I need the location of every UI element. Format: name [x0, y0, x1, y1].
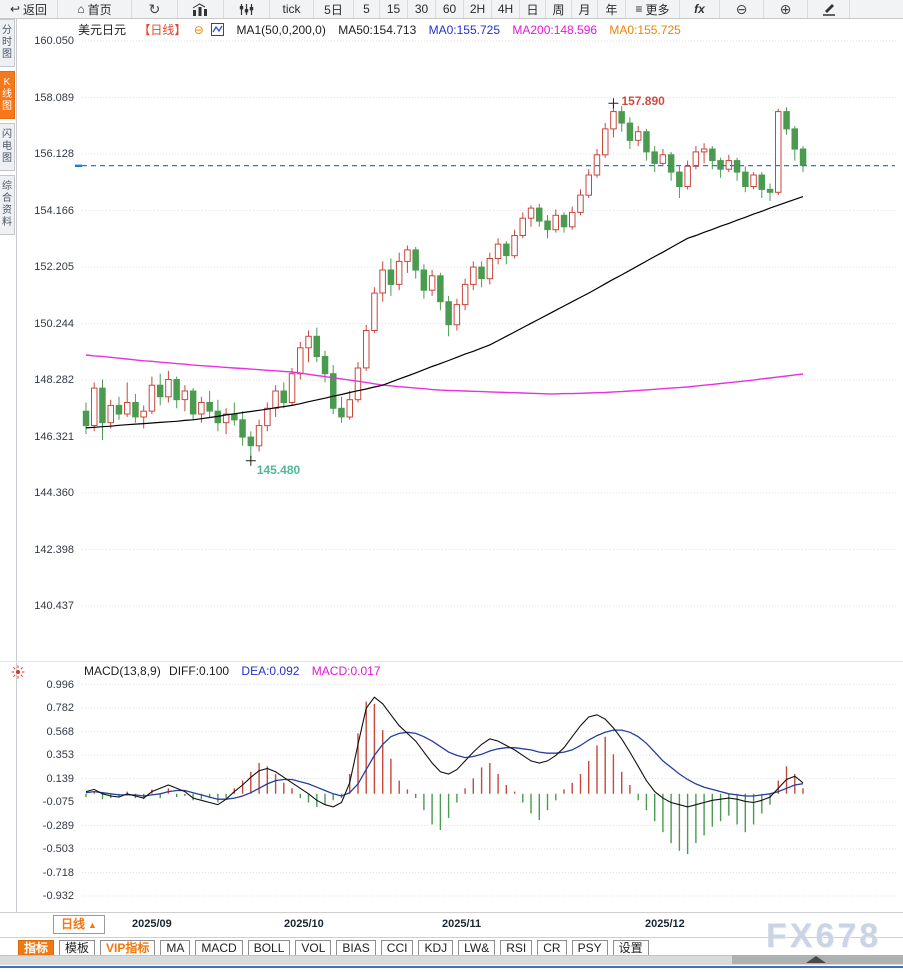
more-button[interactable]: ≡ 更多	[626, 0, 680, 18]
price-axis-tick: 154.166	[34, 204, 74, 217]
period-selector[interactable]: 日线 ▲	[53, 915, 105, 934]
vip-indicator-tab[interactable]: VIP指标	[100, 940, 156, 958]
axis-divider-top	[0, 912, 903, 913]
axis-divider-bottom	[0, 937, 903, 938]
price-axis-tick: 160.050	[34, 35, 74, 47]
ma-settings: MA1(50,0,200,0)	[236, 23, 326, 37]
macd-axis-tick: 0.782	[46, 702, 74, 714]
fx-indicator-button[interactable]: fx	[680, 0, 720, 18]
period-day-button[interactable]: 日	[520, 0, 546, 18]
period-15min-button[interactable]: 15	[380, 0, 408, 18]
zoom-out-button[interactable]: ⊖	[720, 0, 764, 18]
bias-tab[interactable]: BIAS	[336, 940, 376, 958]
period-5day-button[interactable]: 5日	[314, 0, 354, 18]
x-axis-label: 2025/12	[645, 918, 685, 930]
symbol-name: 美元日元	[78, 23, 127, 37]
ma200-value: MA200:148.596	[512, 23, 598, 37]
period-year-button[interactable]: 年	[598, 0, 626, 18]
price-axis-tick: 140.437	[34, 600, 74, 612]
chart-scrollbar-track[interactable]	[0, 955, 903, 965]
triangle-up-icon: ▲	[88, 920, 97, 930]
indicator-toolbar: 指标 模板 VIP指标 MA MACD BOLL VOL BIAS CCI KDJ LW& RSI CR…	[18, 939, 898, 959]
macd-legend: MACD(13,8,9) DIFF:0.100 DEA:0.092 MACD:0…	[84, 664, 390, 678]
macd-axis-tick: -0.503	[42, 843, 74, 855]
watermark: FX678	[766, 917, 882, 955]
period-month-button[interactable]: 月	[572, 0, 598, 18]
period-2h-button[interactable]: 2H	[464, 0, 492, 18]
cci-tab[interactable]: CCI	[380, 940, 414, 958]
period-week-button[interactable]: 周	[546, 0, 572, 18]
price-axis-tick: 142.398	[34, 543, 74, 556]
settings-tab[interactable]: 设置	[612, 940, 649, 958]
mini-chart-icon[interactable]	[211, 23, 225, 39]
low-price-annotation: 145.480	[256, 462, 301, 477]
x-axis-label: 2025/09	[132, 918, 172, 930]
macd-axis-tick: -0.289	[42, 819, 74, 832]
period-60min-button[interactable]: 60	[436, 0, 464, 18]
macd-axis-tick: 0.353	[46, 749, 74, 761]
macd-axis-tick: 0.139	[46, 772, 74, 785]
collapse-icon[interactable]: ⊖	[193, 23, 204, 37]
tab-综合-info[interactable]: 综合资料	[0, 175, 15, 235]
macd-title: MACD(13,8,9)	[84, 664, 161, 678]
price-axis-tick: 150.244	[34, 317, 74, 330]
template-tab[interactable]: 模板	[59, 940, 96, 958]
home-button[interactable]: ⌂ 首页	[58, 0, 132, 18]
dea-value: DEA:0.092	[241, 664, 300, 678]
macd-value: MACD:0.017	[311, 664, 381, 678]
ma0-blue-value: MA0:155.725	[428, 23, 500, 37]
sidebar-divider	[16, 19, 17, 912]
macd-axis-tick: 0.568	[46, 725, 74, 738]
price-axis-tick: 144.360	[34, 487, 74, 499]
macd-axis-tick: -0.075	[42, 796, 74, 808]
ma0-orange-value: MA0:155.725	[609, 23, 681, 37]
x-axis-label: 2025/10	[284, 918, 324, 930]
ma50-value: MA50:154.713	[338, 23, 417, 37]
macd-axis-tick: -0.932	[42, 890, 74, 902]
tab-lightning-chart[interactable]: 闪电图	[0, 123, 15, 171]
draw-button[interactable]	[808, 0, 850, 18]
macd-axis-tick: 0.996	[46, 678, 74, 691]
refresh-button[interactable]: ↻	[132, 0, 178, 18]
x-axis-row: 日线 ▲ 2025/09 2025/10 2025/11 2025/12	[0, 914, 903, 937]
back-button[interactable]: ↩ 返回	[0, 0, 58, 18]
period-30min-button[interactable]: 30	[408, 0, 436, 18]
pane-divider	[0, 661, 903, 662]
boll-tab[interactable]: BOLL	[247, 940, 291, 958]
candle-settings-button[interactable]	[224, 0, 270, 18]
price-axis-tick: 148.282	[34, 374, 74, 386]
chart-type-button[interactable]	[178, 0, 224, 18]
bottom-accent-line	[0, 966, 903, 968]
price-axis-tick: 152.205	[34, 261, 74, 273]
indicator-sun-icon[interactable]	[11, 665, 25, 684]
x-axis-label: 2025/11	[442, 918, 482, 930]
price-axis-tick: 158.089	[34, 91, 74, 104]
high-price-annotation: 157.890	[621, 94, 665, 109]
top-toolbar: ↩ 返回 ⌂ 首页 ↻ tick 5日 5 15 30 60 2H 4H 日周月年 ≡ 更多 fx ⊖ ⊕	[0, 0, 903, 19]
kdj-tab[interactable]: KDJ	[418, 940, 454, 958]
scrollbar-handle-icon[interactable]	[806, 956, 826, 963]
tab-time-chart[interactable]: 分时图	[0, 19, 15, 67]
period-5min-button[interactable]: 5	[354, 0, 380, 18]
price-legend: 美元日元 【日线】 ⊖ MA1(50,0,200,0) MA50:154.713…	[78, 21, 690, 39]
price-axis-tick: 146.321	[34, 430, 74, 443]
diff-value: DIFF:0.100	[169, 664, 230, 678]
period-label: 【日线】	[138, 23, 187, 37]
price-axis-tick: 156.128	[34, 148, 74, 160]
period-tick-button[interactable]: tick	[270, 0, 314, 18]
zoom-in-button[interactable]: ⊕	[764, 0, 808, 18]
period-4h-button[interactable]: 4H	[492, 0, 520, 18]
macd-axis-tick: -0.718	[42, 866, 74, 879]
